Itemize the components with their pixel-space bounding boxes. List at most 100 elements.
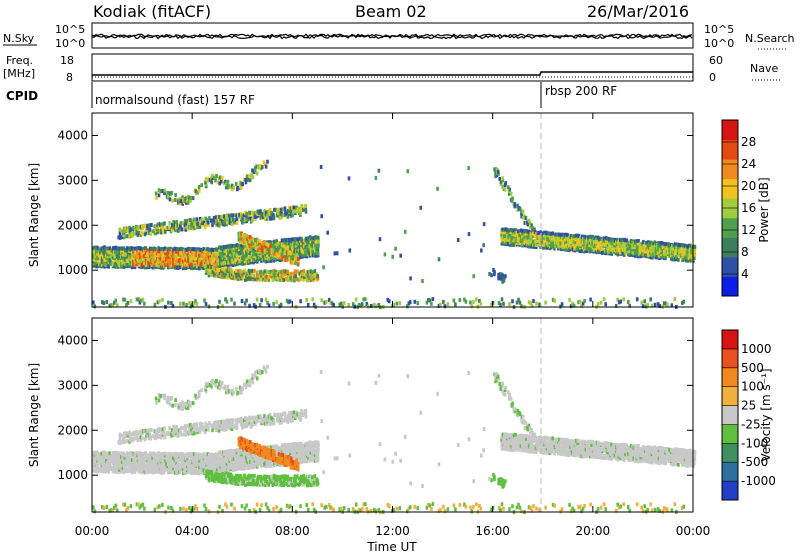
power-echo-cell: [293, 243, 296, 248]
power-echo-cell: [613, 248, 617, 252]
power-echo-cell: [315, 250, 319, 255]
velocity-echo-cell: [141, 452, 145, 457]
power-echo-cell: [664, 242, 668, 246]
power-echo-cell: [254, 238, 257, 242]
velocity-echo-cell: [130, 461, 134, 466]
power-echo-cell: [584, 248, 587, 253]
power-echo-cell: [687, 256, 691, 260]
power-echo-cell: [527, 218, 531, 223]
power-echo-cell: [257, 244, 260, 249]
power-echo-cell: [276, 211, 280, 216]
power-echo-cell: [649, 240, 652, 245]
power-echo-cell: [671, 251, 674, 256]
velocity-echo-cell: [223, 449, 226, 454]
power-echo-cell: [141, 231, 144, 236]
power-echo-cell: [243, 240, 246, 244]
power-echo-cell: [256, 255, 259, 260]
velocity-echo-cell: [160, 452, 164, 456]
power-echo-cell: [154, 264, 157, 269]
velocity-echo-cell: [96, 451, 100, 456]
power-echo-cell: [189, 198, 192, 203]
power-echo-cell: [391, 254, 394, 259]
power-echo-cell: [210, 265, 213, 269]
power-echo-cell: [224, 273, 227, 277]
power-echo-cell: [264, 210, 268, 215]
power-echo-cell: [304, 209, 308, 214]
power-echo-cell: [199, 265, 203, 270]
power-echo-cell: [177, 261, 181, 266]
power-echo-cell: [211, 269, 215, 274]
velocity-echo-cell: [116, 455, 120, 460]
power-echo-cell: [123, 250, 127, 255]
noise-search-trace: [91, 33, 693, 38]
power-echo-cell: [409, 276, 412, 281]
power-echo-cell: [108, 303, 112, 308]
power-echo-cell: [199, 250, 203, 255]
power-echo-cell: [258, 302, 262, 307]
power-echo-cell: [162, 226, 166, 231]
power-echo-cell: [184, 257, 187, 262]
power-echo-cell: [204, 302, 208, 306]
power-echo-cell: [231, 183, 234, 188]
power-echo-cell: [203, 298, 206, 303]
power-echo-cell: [93, 258, 97, 263]
power-echo-cell: [621, 251, 625, 256]
power-echo-cell: [214, 251, 218, 256]
velocity-echo-cell: [151, 464, 154, 469]
power-echo-cell: [123, 256, 127, 261]
power-echo-cell: [437, 257, 441, 262]
colorbar-swatch: [722, 120, 738, 141]
power-echo-cell: [598, 236, 601, 241]
power-echo-cell: [286, 238, 290, 243]
velocity-echo-cell: [274, 461, 278, 466]
power-echo-cell: [501, 178, 505, 183]
power-echo-cell: [643, 299, 646, 304]
power-echo-cell: [520, 214, 523, 219]
power-echo-cell: [251, 218, 254, 223]
power-echo-cell: [558, 232, 561, 237]
power-echo-cell: [148, 227, 152, 232]
power-echo-cell: [209, 255, 212, 260]
power-echo-cell: [218, 270, 222, 275]
power-echo-cell: [267, 245, 271, 250]
power-echo-cell: [92, 263, 95, 268]
noise-left-tick-bottom: 10^0: [55, 37, 85, 50]
velocity-echo-cell: [191, 454, 194, 459]
power-echo-cell: [168, 191, 172, 196]
power-echo-cell: [277, 207, 280, 212]
velocity-echo-cell: [114, 450, 118, 455]
power-echo-cell: [662, 301, 666, 306]
power-echo-cell: [199, 261, 203, 266]
power-echo-cell: [680, 246, 684, 250]
power-echo-cell: [272, 239, 276, 244]
velocity-echo-cell: [194, 458, 197, 463]
velocity-echo-cell: [207, 460, 211, 465]
power-echo-cell: [246, 277, 249, 282]
power-echo-cell: [192, 247, 196, 252]
velocity-echo-cell: [240, 454, 243, 459]
power-echo-cell: [274, 256, 278, 261]
power-echo-cell: [138, 300, 142, 305]
power-echo-cell: [163, 191, 166, 196]
power-echo-cell: [209, 178, 213, 183]
power-echo-cell: [409, 300, 412, 305]
power-echo-cell: [689, 258, 692, 263]
power-echo-cell: [280, 277, 284, 282]
power-echo-cell: [588, 234, 592, 239]
power-echo-cell: [114, 298, 118, 303]
power-echo-cell: [533, 233, 537, 238]
power-echo-cell: [235, 268, 238, 273]
power-echo-cell: [125, 262, 128, 267]
power-echo-cell: [475, 297, 478, 302]
velocity-echo-cell: [220, 456, 223, 461]
velocity-echo-cell: [243, 449, 247, 454]
velocity-echo-cell: [138, 456, 141, 461]
power-echo-cell: [508, 242, 512, 247]
power-echo-cell: [244, 177, 247, 182]
power-echo-cell: [289, 210, 293, 215]
power-echo-cell: [126, 250, 130, 255]
power-echo-cell: [153, 302, 157, 307]
power-echo-cell: [190, 222, 193, 227]
power-echo-cell: [300, 203, 303, 208]
